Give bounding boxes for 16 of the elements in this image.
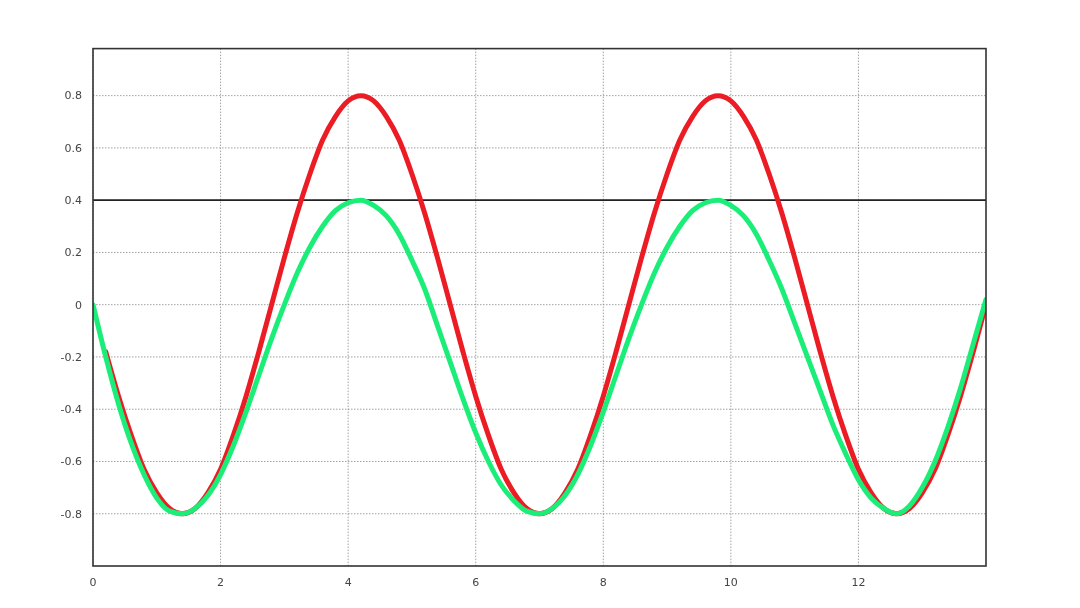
y-tick-label: -0.6 bbox=[60, 455, 82, 469]
y-tick-label: -0.8 bbox=[60, 507, 82, 521]
x-tick-label: 8 bbox=[599, 576, 607, 589]
x-tick-label: 2 bbox=[217, 576, 225, 589]
x-tick-label: 12 bbox=[851, 576, 866, 589]
y-tick-label: 0.6 bbox=[64, 141, 82, 155]
x-tick-label: 0 bbox=[89, 576, 97, 589]
x-tick-label: 4 bbox=[344, 576, 352, 589]
y-tick-label: -0.4 bbox=[60, 403, 82, 417]
y-tick-label: 0.2 bbox=[64, 246, 82, 260]
y-tick-label: -0.2 bbox=[60, 350, 82, 364]
x-tick-label: 10 bbox=[723, 576, 738, 589]
y-tick-label: 0 bbox=[75, 298, 82, 312]
y-tick-label: 0.4 bbox=[64, 194, 82, 208]
y-tick-label: 0.8 bbox=[64, 89, 82, 103]
x-tick-label: 6 bbox=[472, 576, 480, 589]
